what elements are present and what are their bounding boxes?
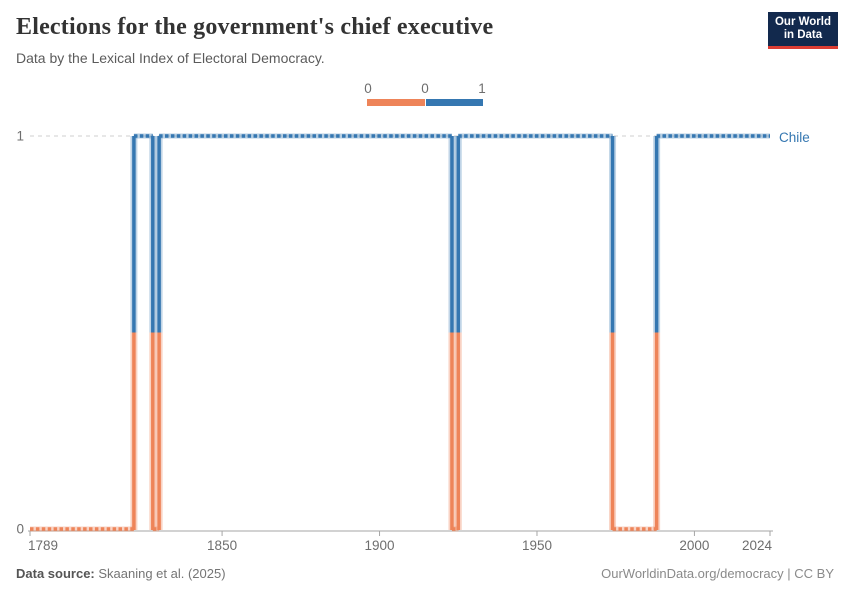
y-axis-label-1: 1 [16, 129, 24, 144]
x-axis-label-2000: 2000 [679, 538, 709, 553]
entity-label-chile[interactable]: Chile [779, 130, 810, 145]
data-source-text: Skaaning et al. (2025) [94, 566, 226, 581]
y-axis-label-0: 0 [16, 522, 24, 537]
legend-label-1-right: 1 [478, 81, 486, 96]
chart-subtitle: Data by the Lexical Index of Electoral D… [16, 50, 325, 66]
data-source: Data source: Skaaning et al. (2025) [16, 566, 226, 586]
data-source-label: Data source: [16, 566, 95, 581]
legend-label-0-left: 0 [364, 81, 372, 96]
license-link[interactable]: OurWorldinData.org/democracy | CC BY [601, 566, 834, 581]
owid-logo-line2: in Data [783, 29, 823, 41]
x-axis-label-1789: 1789 [28, 538, 58, 553]
legend-swatch-value-1[interactable] [426, 99, 483, 106]
x-axis-label-1850: 1850 [207, 538, 237, 553]
legend-label-0-mid: 0 [421, 81, 429, 96]
owid-logo-line1: Our World [774, 16, 831, 28]
chart-footer: Data source: Skaaning et al. (2025) OurW… [16, 566, 834, 586]
x-axis-label-2024: 2024 [742, 538, 773, 553]
x-axis-label-1900: 1900 [365, 538, 395, 553]
owid-logo-text: Our World in Data [775, 16, 831, 42]
chart-title: Elections for the government's chief exe… [16, 14, 494, 40]
legend-swatch-value-0[interactable] [367, 99, 425, 106]
x-axis-label-1950: 1950 [522, 538, 552, 553]
owid-logo[interactable]: Our World in Data [768, 12, 838, 49]
